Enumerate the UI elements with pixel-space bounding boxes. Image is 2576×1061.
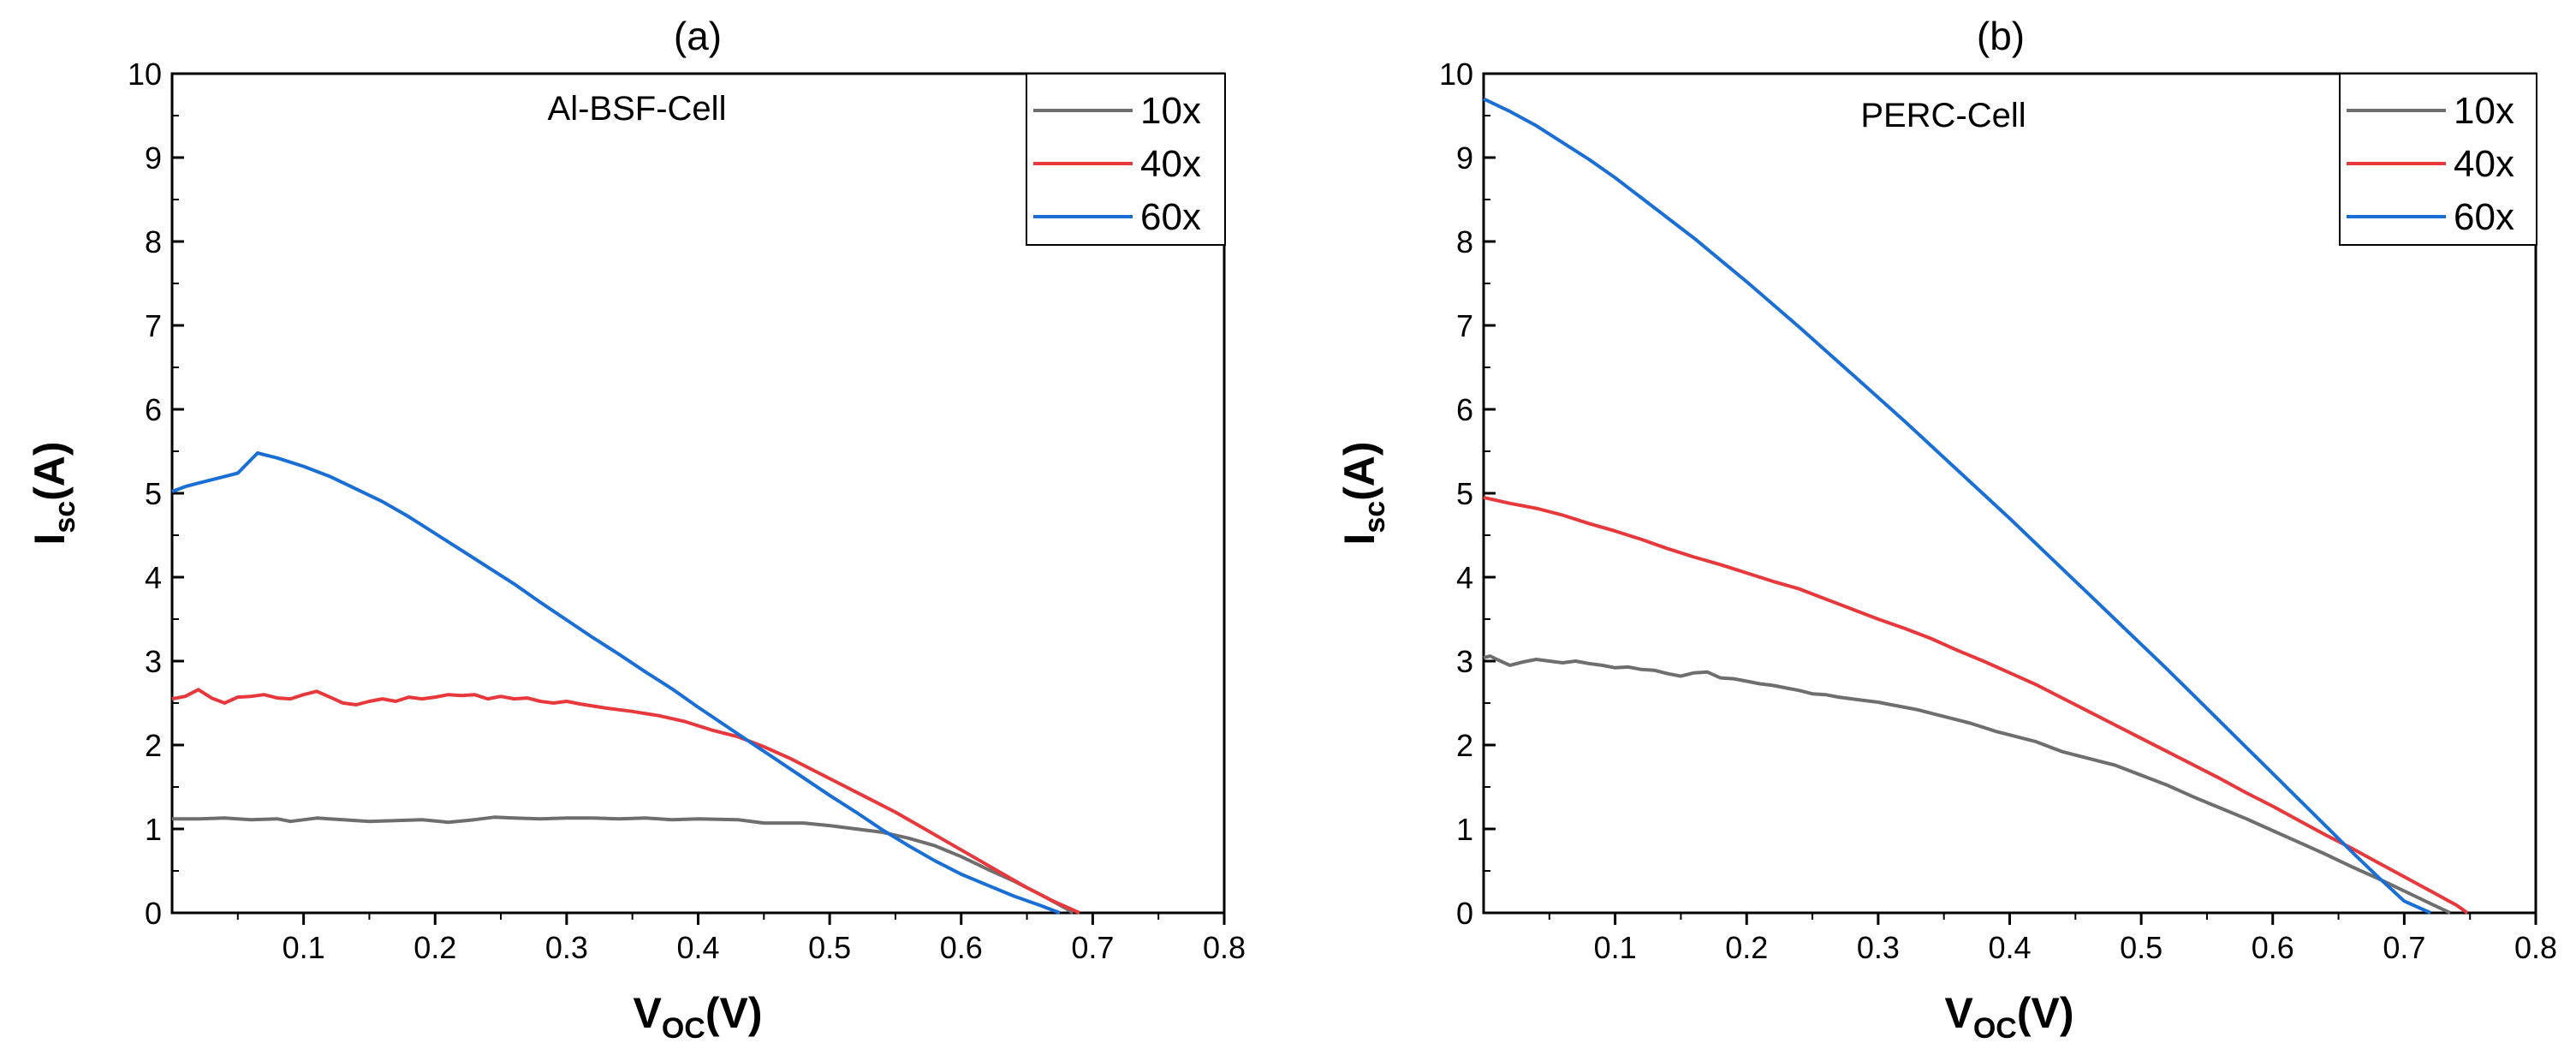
series-line-10x (172, 815, 1074, 915)
y-tick-label: 2 (1456, 728, 1473, 763)
y-tick-label: 2 (145, 728, 162, 763)
cell-type-annotation: Al-BSF-Cell (548, 90, 727, 128)
legend: 10x 40x 60x (2339, 73, 2537, 246)
y-axis-ticks: 0 1 2 3 4 5 6 7 8 9 10 (1439, 57, 1496, 931)
y-tick-label: 10 (128, 57, 162, 92)
panel-label: (a) (674, 14, 722, 58)
series-layer (171, 451, 1080, 915)
x-tick-label: 0.8 (1203, 930, 1246, 965)
x-tick-label: 0.1 (283, 930, 325, 965)
y-tick-label: 3 (1456, 644, 1473, 679)
series-line-40x (1483, 495, 2469, 915)
x-axis-ticks: 0.1 0.2 0.3 0.4 0.5 0.6 0.7 0.8 (1548, 913, 2557, 965)
y-axis-label-sub: sc (1359, 501, 1391, 533)
y-axis-label: Isc(A) (1336, 441, 1391, 545)
y-axis-ticks: 0 1 2 3 4 5 6 7 8 9 10 (128, 57, 184, 931)
y-tick-label: 0 (1456, 896, 1473, 931)
x-axis-label-unit: (V) (705, 989, 763, 1037)
y-axis-label: Isc(A) (26, 441, 81, 545)
y-tick-label: 1 (1456, 812, 1473, 847)
y-axis-label-unit: (A) (26, 441, 74, 500)
y-axis-label-main: I (26, 533, 74, 545)
legend-label-40x: 40x (1140, 143, 1201, 185)
x-tick-label: 0.7 (1071, 930, 1114, 965)
legend-label-10x: 10x (2454, 90, 2514, 132)
y-axis-label-main: I (1336, 533, 1383, 545)
x-axis-label-main: V (1944, 989, 1973, 1037)
legend: 10x 40x 60x (1026, 73, 1226, 246)
x-tick-label: 0.2 (413, 930, 456, 965)
x-tick-label: 0.1 (1594, 930, 1637, 965)
x-tick-label: 0.5 (2120, 930, 2163, 965)
y-tick-label: 6 (145, 392, 162, 427)
series-line-40x (171, 688, 1080, 915)
series-line-60x (1483, 97, 2431, 915)
x-tick-label: 0.4 (676, 930, 719, 965)
x-tick-label: 0.6 (940, 930, 983, 965)
legend-label-60x: 60x (1140, 196, 1201, 238)
y-axis-label-sub: sc (49, 501, 81, 533)
y-tick-label: 4 (1456, 560, 1473, 595)
y-tick-label: 5 (145, 476, 162, 511)
x-tick-label: 0.4 (1988, 930, 2031, 965)
x-axis-label: VOC(V) (1944, 989, 2073, 1045)
series-line-60x (171, 451, 1061, 915)
x-tick-label: 0.5 (808, 930, 851, 965)
y-tick-label: 7 (145, 308, 162, 343)
y-tick-label: 6 (1456, 392, 1473, 427)
x-axis-label-sub: OC (662, 1012, 705, 1045)
panel-label: (b) (1977, 14, 2025, 58)
x-axis-label: VOC(V) (633, 989, 762, 1045)
legend-label-10x: 10x (1140, 90, 1201, 132)
y-tick-label: 8 (145, 224, 162, 259)
y-tick-label: 4 (145, 560, 162, 595)
y-tick-label: 9 (145, 140, 162, 176)
legend-label-40x: 40x (2454, 143, 2514, 185)
y-tick-label: 8 (1456, 224, 1473, 259)
cell-type-annotation: PERC-Cell (1860, 97, 2026, 134)
x-tick-label: 0.6 (2252, 930, 2294, 965)
y-tick-label: 7 (1456, 308, 1473, 343)
x-axis-label-main: V (633, 989, 662, 1037)
x-axis-label-unit: (V) (2017, 989, 2074, 1037)
y-tick-label: 9 (1456, 140, 1473, 176)
x-axis-label-sub: OC (1973, 1012, 2017, 1045)
y-tick-label: 5 (1456, 476, 1473, 511)
x-tick-label: 0.8 (2514, 930, 2557, 965)
series-line-10x (1483, 654, 2451, 915)
y-tick-label: 10 (1439, 57, 1473, 92)
x-axis-ticks: 0.1 0.2 0.3 0.4 0.5 0.6 0.7 0.8 (236, 913, 1246, 965)
series-layer (1483, 97, 2469, 915)
y-tick-label: 1 (145, 812, 162, 847)
y-axis-label-unit: (A) (1336, 441, 1383, 500)
x-tick-label: 0.3 (1857, 930, 1900, 965)
legend-label-60x: 60x (2454, 196, 2514, 238)
x-tick-label: 0.2 (1725, 930, 1768, 965)
y-tick-label: 3 (145, 644, 162, 679)
x-tick-label: 0.7 (2383, 930, 2425, 965)
x-tick-label: 0.3 (545, 930, 588, 965)
y-tick-label: 0 (145, 896, 162, 931)
